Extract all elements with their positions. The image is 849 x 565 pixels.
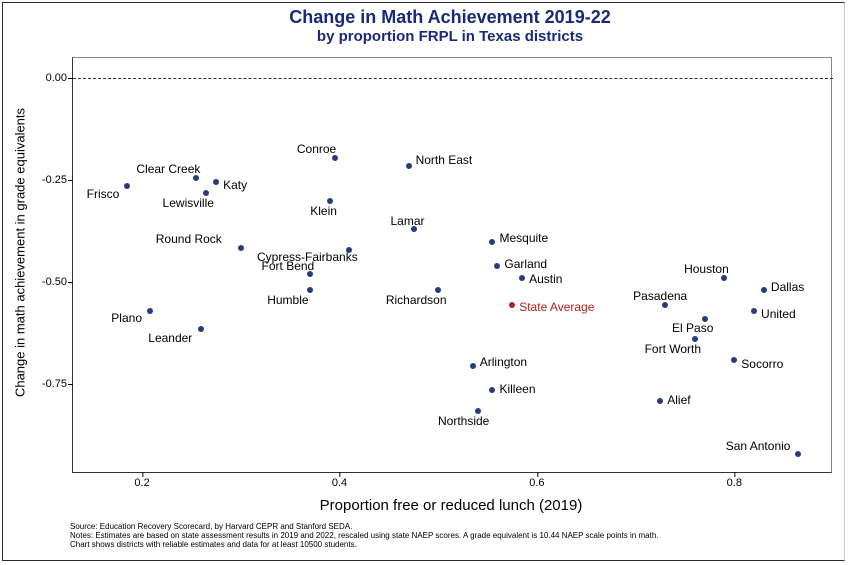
data-point-label: Katy bbox=[223, 178, 247, 192]
source-footnote: Source: Education Recovery Scorecard, by… bbox=[70, 522, 658, 550]
y-tick-label: -0.50 bbox=[42, 276, 67, 288]
data-point-label: Fort Worth bbox=[645, 342, 701, 356]
data-point-label: Killeen bbox=[499, 382, 535, 396]
data-point bbox=[751, 308, 757, 314]
x-tick-label: 0.2 bbox=[134, 477, 149, 489]
data-point-label: State Average bbox=[519, 300, 594, 314]
y-axis-label: Change in math achievement in grade equi… bbox=[13, 43, 28, 463]
y-tick-label: -0.25 bbox=[42, 174, 67, 186]
data-point bbox=[761, 287, 767, 293]
x-tick-label: 0.4 bbox=[332, 477, 347, 489]
data-point-label: Garland bbox=[504, 257, 547, 271]
data-point-label: Plano bbox=[111, 311, 142, 325]
zero-reference-line bbox=[73, 78, 833, 79]
data-point-label: Leander bbox=[148, 331, 192, 345]
data-point bbox=[124, 183, 130, 189]
data-point-label: United bbox=[761, 307, 796, 321]
data-point-label: Lamar bbox=[391, 214, 425, 228]
data-point bbox=[731, 357, 737, 363]
data-point-label: San Antonio bbox=[726, 439, 791, 453]
data-point-label: Socorro bbox=[741, 357, 783, 371]
data-point bbox=[198, 326, 204, 332]
data-point-label: Klein bbox=[310, 204, 337, 218]
data-point bbox=[494, 263, 500, 269]
data-point-label: Clear Creek bbox=[136, 162, 200, 176]
data-point bbox=[470, 363, 476, 369]
data-point-label: Round Rock bbox=[156, 232, 222, 246]
data-point-label: Frisco bbox=[87, 187, 120, 201]
data-point-label: Conroe bbox=[297, 142, 336, 156]
data-point-label: North East bbox=[416, 153, 473, 167]
data-point-label: Dallas bbox=[771, 280, 804, 294]
x-axis-label: Proportion free or reduced lunch (2019) bbox=[70, 497, 832, 514]
y-tick-label: -0.75 bbox=[42, 378, 67, 390]
data-point-label: Cypress-Fairbanks bbox=[257, 250, 358, 264]
data-point-label: El Paso bbox=[672, 321, 713, 335]
data-point-label: Arlington bbox=[480, 355, 527, 369]
y-tick-label: 0.00 bbox=[46, 72, 67, 84]
plot-area: 0.00-0.25-0.50-0.750.20.40.60.8FriscoCle… bbox=[72, 57, 832, 473]
x-tick-label: 0.8 bbox=[727, 477, 742, 489]
data-point-label: Mesquite bbox=[499, 231, 548, 245]
data-point bbox=[657, 398, 663, 404]
data-point-label: Humble bbox=[267, 293, 308, 307]
chart-title: Change in Math Achievement 2019-22 bbox=[70, 7, 830, 28]
data-point bbox=[509, 302, 515, 308]
data-point bbox=[213, 179, 219, 185]
data-point bbox=[489, 387, 495, 393]
data-point-label: Alief bbox=[667, 393, 690, 407]
data-point-label: Austin bbox=[529, 272, 562, 286]
data-point bbox=[406, 163, 412, 169]
data-point-label: Pasadena bbox=[633, 289, 687, 303]
data-point bbox=[489, 239, 495, 245]
x-tick-label: 0.6 bbox=[529, 477, 544, 489]
chart-title-block: Change in Math Achievement 2019-22 by pr… bbox=[70, 7, 830, 45]
data-point-label: Northside bbox=[438, 414, 489, 428]
chart-subtitle: by proportion FRPL in Texas districts bbox=[70, 28, 830, 45]
data-point-label: Richardson bbox=[386, 293, 447, 307]
data-point bbox=[519, 275, 525, 281]
data-point-label: Lewisville bbox=[163, 196, 214, 210]
data-point bbox=[795, 451, 801, 457]
data-point bbox=[147, 308, 153, 314]
data-point bbox=[238, 245, 244, 251]
data-point-label: Houston bbox=[684, 262, 729, 276]
